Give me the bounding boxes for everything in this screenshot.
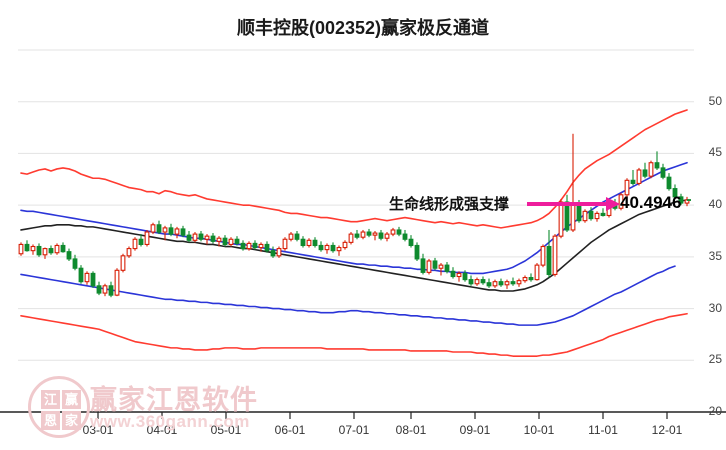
x-axis-tick: 07-01 — [338, 423, 370, 437]
y-axis-tick: 20 — [708, 404, 722, 418]
y-axis-tick: 50 — [708, 93, 722, 108]
x-axis-tick: 06-01 — [274, 423, 306, 437]
x-axis-tick: 08-01 — [395, 423, 427, 437]
x-axis-tick: 03-01 — [82, 423, 114, 437]
axis-lines — [0, 411, 726, 419]
y-axis-tick: 30 — [708, 300, 722, 315]
x-axis-tick: 12-01 — [651, 423, 683, 437]
page-title: 顺丰控股(002352)赢家极反通道 — [236, 18, 490, 38]
x-axis-tick: 10-01 — [523, 423, 555, 437]
candlestick-series — [18, 133, 690, 298]
y-axis-tick: 40 — [708, 197, 722, 212]
annotation-label: 生命线形成强支撑 — [389, 196, 510, 213]
current-price-label: 40.4946 — [620, 193, 682, 212]
y-axis-tick: 25 — [708, 352, 722, 367]
channel-bands — [20, 109, 688, 357]
y-axis-tick: 45 — [708, 145, 722, 160]
x-axis-tick: 09-01 — [459, 423, 491, 437]
x-axis-tick: 11-01 — [588, 423, 618, 437]
x-axis-tick: 05-01 — [210, 423, 242, 437]
y-axis-tick: 35 — [708, 248, 722, 263]
x-axis-tick: 04-01 — [146, 423, 178, 437]
annotation-arrow — [527, 197, 620, 211]
